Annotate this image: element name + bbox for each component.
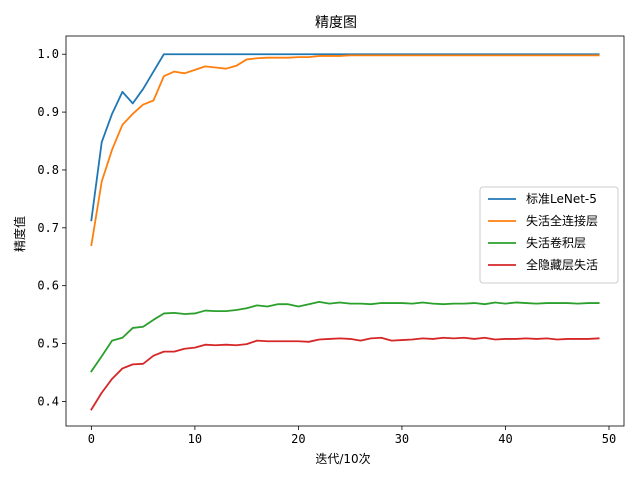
- x-axis-ticks: 0 10 20 30 40 50: [88, 426, 616, 446]
- legend-label: 失活卷积层: [526, 235, 586, 250]
- legend-label: 标准LeNet-5: [526, 192, 597, 206]
- y-tick-label: 0.4: [37, 394, 59, 408]
- y-tick-label: 1.0: [37, 47, 59, 61]
- y-axis-label: 精度值: [12, 216, 27, 252]
- x-tick-label: 30: [395, 432, 409, 446]
- y-tick-label: 0.8: [37, 163, 59, 177]
- axes-frame: [65, 35, 625, 427]
- legend-label: 全隐藏层失活: [526, 257, 598, 272]
- x-tick-label: 20: [291, 432, 305, 446]
- series-line-4: [90, 336, 600, 411]
- y-tick-label: 0.6: [37, 279, 59, 293]
- x-axis-label: 迭代/10次: [315, 452, 370, 466]
- y-tick-label: 0.9: [37, 105, 59, 119]
- series-line-2: [90, 54, 600, 247]
- y-axis-ticks: 0.4 0.5 0.6 0.7 0.8 0.9 1.0: [37, 47, 66, 408]
- legend-label: 失活全连接层: [526, 213, 598, 228]
- series-lines: [90, 53, 600, 411]
- x-tick-label: 0: [88, 432, 95, 446]
- series-line-3: [90, 300, 600, 373]
- legend-box: [479, 186, 619, 284]
- x-tick-label: 50: [602, 432, 616, 446]
- series-line-1: [90, 53, 600, 222]
- x-tick-label: 40: [498, 432, 512, 446]
- chart-title: 精度图: [315, 15, 357, 31]
- x-tick-label: 10: [188, 432, 202, 446]
- y-tick-label: 0.7: [37, 221, 59, 235]
- y-tick-label: 0.5: [37, 337, 59, 351]
